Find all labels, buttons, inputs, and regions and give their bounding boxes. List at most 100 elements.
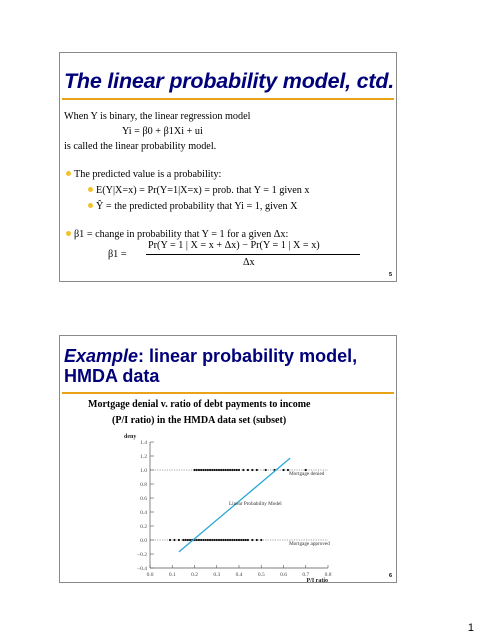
data-point xyxy=(195,468,198,472)
data-point xyxy=(195,538,198,542)
data-point xyxy=(168,538,172,542)
bullet-icon xyxy=(66,171,71,177)
data-point xyxy=(240,538,243,542)
data-point xyxy=(304,468,307,472)
data-point xyxy=(200,538,203,542)
intro-line: When Y is binary, the linear regression … xyxy=(64,111,251,122)
bullet-icon xyxy=(88,187,93,193)
y-tick-label: 1.0 xyxy=(140,468,147,474)
data-point xyxy=(242,538,245,542)
slide-2: Example: linear probability model, HMDA … xyxy=(59,335,397,583)
x-tick-label: 0.2 xyxy=(191,572,198,578)
y-tick-label: 0.0 xyxy=(140,538,147,544)
bullet-beta1: β1 = change in probability that Y = 1 fo… xyxy=(66,228,288,241)
data-point xyxy=(206,468,209,472)
data-point xyxy=(182,538,185,542)
data-point xyxy=(213,538,216,542)
slide-2-title: Example: linear probability model, HMDA … xyxy=(64,346,394,386)
data-point xyxy=(251,538,254,542)
annotation-denied: Mortgage denied xyxy=(289,471,325,477)
y-tick-label: 1.4 xyxy=(140,440,147,446)
slide-1: The linear probability model, ctd. When … xyxy=(59,52,397,282)
data-point xyxy=(260,538,263,542)
x-tick-label: 0.7 xyxy=(302,572,309,578)
data-point xyxy=(204,538,207,542)
x-tick-label: 0.8 xyxy=(325,572,332,578)
title-rule xyxy=(62,392,394,394)
bullet-text: The predicted value is a probability: xyxy=(74,169,222,180)
bullet-text: β1 = change in probability that Y = 1 fo… xyxy=(74,229,289,240)
data-point xyxy=(208,538,212,542)
bullet-text: E(Y|X=x) = Pr(Y=1|X=x) = prob. that Y = … xyxy=(96,185,310,196)
x-tick-label: 0.4 xyxy=(236,572,243,578)
sub-bullet-yhat: Ŷ = the predicted probability that Yi = … xyxy=(88,200,298,213)
data-point xyxy=(197,468,201,472)
data-point xyxy=(235,468,238,472)
data-point xyxy=(224,468,227,472)
bullet-icon xyxy=(66,231,71,237)
data-point xyxy=(237,538,241,542)
y-tick-label: 1.2 xyxy=(140,454,147,460)
x-tick-label: 0.6 xyxy=(280,572,287,578)
data-point xyxy=(229,538,232,542)
data-point xyxy=(204,468,207,472)
data-point xyxy=(186,538,189,542)
data-point xyxy=(251,468,254,472)
data-point xyxy=(215,468,218,472)
data-point xyxy=(197,538,201,542)
data-point xyxy=(206,538,209,542)
bullet-icon xyxy=(88,203,93,209)
data-point xyxy=(184,538,187,542)
data-point xyxy=(229,468,232,472)
regression-equation: Yi = β0 + β1Xi + ui xyxy=(122,126,203,137)
data-point xyxy=(237,468,241,472)
hmda-scatter-chart: −0.4 −0.2 0.0 0.2 0.4 0.6 0.8 1.0 1.2 1.4 0.0 0.1 0.… xyxy=(124,434,332,582)
data-point xyxy=(211,468,214,472)
data-point xyxy=(200,468,203,472)
data-point xyxy=(233,538,236,542)
bullet-predicted-value: The predicted value is a probability: xyxy=(66,168,221,181)
data-point xyxy=(255,468,258,472)
data-point xyxy=(264,468,267,472)
data-point xyxy=(233,468,236,472)
y-tick-label: −0.4 xyxy=(137,566,147,572)
slide-number: 5 xyxy=(388,272,392,278)
y-axis-label: deny xyxy=(124,434,136,440)
slide-number: 6 xyxy=(388,573,392,579)
data-point xyxy=(231,538,234,542)
data-point xyxy=(217,468,221,472)
title-rule xyxy=(62,98,394,100)
y-tick-label: 0.6 xyxy=(140,496,147,502)
x-tick-label: 0.5 xyxy=(258,572,265,578)
data-point xyxy=(217,538,221,542)
data-point xyxy=(286,468,290,472)
data-point xyxy=(255,538,258,542)
data-point xyxy=(220,538,223,542)
x-axis-label: P/I ratio xyxy=(307,578,329,582)
data-point xyxy=(235,538,238,542)
y-tick-label: 0.2 xyxy=(140,524,147,530)
data-point xyxy=(282,468,285,472)
data-point xyxy=(211,538,214,542)
data-point xyxy=(202,538,205,542)
data-point xyxy=(231,468,234,472)
data-point xyxy=(173,538,176,542)
fraction-bar xyxy=(146,254,360,255)
data-point xyxy=(244,538,247,542)
annotation-lpm: Linear Probability Model xyxy=(229,501,282,507)
formula-denominator: Δx xyxy=(243,257,255,268)
sub-bullet-expectation: E(Y|X=x) = Pr(Y=1|X=x) = prob. that Y = … xyxy=(88,184,310,197)
data-point xyxy=(208,468,212,472)
regression-line xyxy=(178,457,291,553)
y-tick-label: −0.2 xyxy=(137,552,147,558)
title-rest: : linear probability model, HMDA data xyxy=(64,346,358,386)
annotation-approved: Mortgage approved xyxy=(289,541,330,547)
slide-1-title: The linear probability model, ctd. xyxy=(64,69,395,93)
formula-numerator: Pr(Y = 1 | X = x + Δx) − Pr(Y = 1 | X = … xyxy=(148,240,320,251)
y-tick-label: 0.4 xyxy=(140,510,147,516)
page-number: 1 xyxy=(467,622,474,634)
data-point xyxy=(193,468,196,472)
data-point xyxy=(202,468,205,472)
data-point xyxy=(222,468,225,472)
data-point xyxy=(213,468,216,472)
